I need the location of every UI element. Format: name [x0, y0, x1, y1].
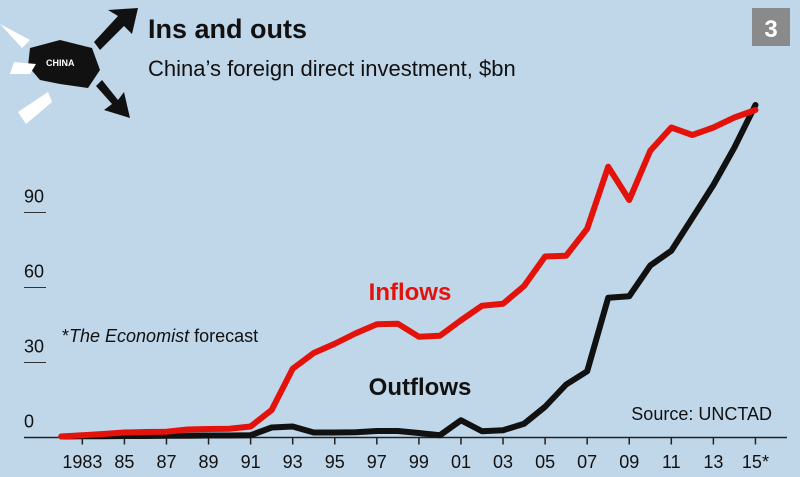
- x-tick-label: 03: [493, 452, 513, 472]
- chart-subtitle: China’s foreign direct investment, $bn: [148, 56, 516, 81]
- x-tick-label: 11: [662, 452, 681, 472]
- x-tick-label: 05: [535, 452, 555, 472]
- x-tick-label: 99: [409, 452, 429, 472]
- series-line: [58, 102, 759, 440]
- footnote: *The Economist forecast: [62, 326, 258, 346]
- x-tick-label: 89: [199, 452, 219, 472]
- x-tick-label: 95: [325, 452, 345, 472]
- badge-box: [752, 8, 790, 46]
- y-tick-label: 60: [24, 262, 44, 282]
- x-tick-label: 87: [156, 452, 176, 472]
- footnote-rest: forecast: [189, 326, 258, 346]
- y-tick-label: 90: [24, 187, 44, 207]
- source: Source: UNCTAD: [631, 404, 772, 424]
- x-tick-label: 85: [114, 452, 134, 472]
- legend-label: Inflows: [369, 279, 452, 306]
- x-tick-label: 1983: [62, 452, 102, 472]
- series-line: [58, 107, 759, 440]
- chart-title: Ins and outs: [148, 14, 307, 44]
- x-tick-label: 13: [703, 452, 723, 472]
- x-tick-label: 09: [619, 452, 639, 472]
- x-tick-label: 97: [367, 452, 387, 472]
- x-tick-label: 07: [577, 452, 597, 472]
- x-tick-label: 01: [451, 452, 471, 472]
- footnote-mark: *: [62, 326, 69, 346]
- x-tick-label: 15*: [742, 452, 769, 472]
- x-tick-label: 93: [283, 452, 303, 472]
- x-tick-label: 91: [241, 452, 261, 472]
- legend-label: Outflows: [369, 374, 472, 401]
- y-tick-label: 30: [24, 337, 44, 357]
- badge: 3: [764, 16, 777, 43]
- y-tick-label: 0: [24, 412, 34, 432]
- footnote-italic: The Economist: [69, 326, 190, 346]
- icon-label: CHINA: [46, 58, 75, 68]
- china-icon: CHINA: [0, 8, 138, 124]
